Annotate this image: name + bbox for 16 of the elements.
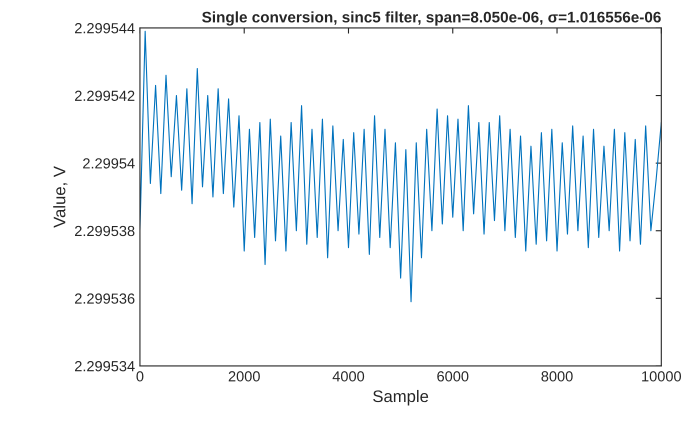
y-axis-title: Value, V <box>53 166 68 228</box>
x-tick-label: 4000 <box>332 371 364 382</box>
y-tick-label: 2.299538 <box>74 226 134 236</box>
y-tick-label: 2.299536 <box>74 293 134 304</box>
line-series <box>140 30 662 302</box>
x-tick-label: 10000 <box>642 371 682 382</box>
x-tick-label: 2000 <box>228 371 260 382</box>
chart-title: Single conversion, sinc5 filter, span=8.050e-06, σ=1.016556e-06 <box>202 11 661 26</box>
x-tick-label: 8000 <box>541 371 573 382</box>
y-tick-label: 2.299544 <box>74 23 135 34</box>
x-tick-label: 0 <box>136 371 144 382</box>
x-tick-label: 6000 <box>437 371 468 382</box>
x-axis-title: Sample <box>373 390 428 406</box>
y-tick-label: 2.299534 <box>74 361 135 372</box>
y-tick-label: 2.299542 <box>74 90 134 101</box>
y-tick-label: 2.29954 <box>83 158 135 169</box>
